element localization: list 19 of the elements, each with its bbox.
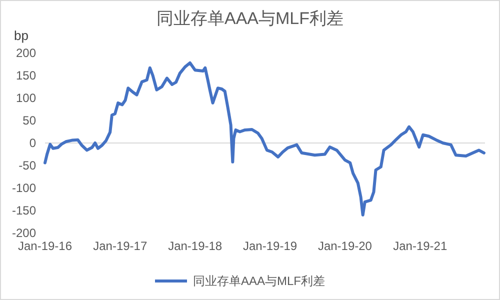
- x-tick-label: Jan-19-17: [93, 239, 148, 253]
- y-tick-label: 150: [16, 68, 36, 82]
- y-tick-label: -150: [12, 204, 36, 218]
- x-tick-label: Jan-19-20: [318, 239, 372, 253]
- x-tick-label: Jan-19-21: [393, 239, 448, 253]
- x-tick-label: Jan-19-16: [18, 239, 72, 253]
- y-tick-label: 200: [16, 46, 36, 60]
- y-tick-label: -50: [18, 158, 36, 172]
- x-tick-label: Jan-19-18: [168, 239, 222, 253]
- line-series: [44, 61, 486, 216]
- chart-title: 同业存单AAA与MLF利差: [156, 9, 344, 28]
- y-axis-title: bp: [14, 28, 28, 43]
- y-tick-label: -100: [12, 181, 36, 195]
- y-tick-label: -200: [12, 226, 36, 240]
- y-tick-label: 100: [16, 91, 36, 105]
- x-tick-label: Jan-19-19: [243, 239, 298, 253]
- y-tick-label: 50: [22, 114, 36, 128]
- legend-label: 同业存单AAA与MLF利差: [193, 274, 326, 288]
- y-tick-label: 0: [29, 136, 36, 150]
